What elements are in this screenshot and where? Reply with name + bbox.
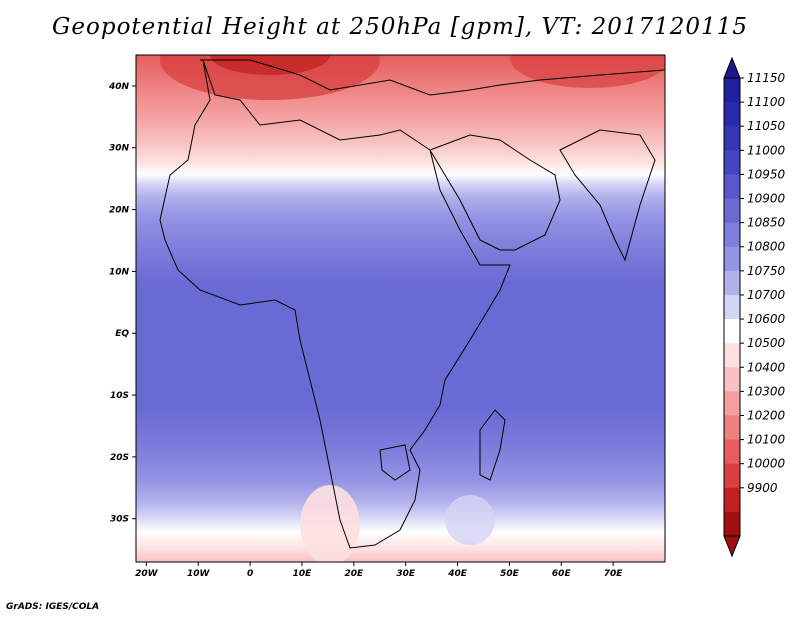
colorbar-label: 10750 — [747, 264, 786, 278]
colorbar-label: 11050 — [747, 119, 786, 133]
colorbar-segment — [724, 343, 740, 368]
x-tick-label: 10W — [187, 569, 211, 579]
y-tick-label: 10N — [109, 267, 130, 277]
colorbar-segment — [724, 487, 740, 513]
chart-title: Geopotential Height at 250hPa [gpm], VT:… — [52, 14, 748, 40]
colorbar-label: 10100 — [747, 433, 786, 447]
colorbar-label: 10800 — [747, 240, 786, 254]
coastlines — [159, 59, 665, 549]
colorbar-segment — [724, 294, 740, 320]
height-field — [136, 55, 665, 562]
credit-text: GrADS: IGES/COLA — [6, 602, 100, 612]
x-tick-label: 30E — [396, 569, 416, 579]
colorbar-segment — [724, 174, 740, 200]
colorbar-frame — [723, 77, 741, 537]
plot-frame — [135, 54, 666, 563]
colorbar-segment — [724, 415, 740, 441]
colorbar-label: 9900 — [747, 481, 778, 495]
colorbar-segment — [724, 270, 740, 296]
colorbar-top-arrow — [723, 56, 741, 79]
colorbar-label: 11000 — [747, 143, 786, 157]
colorbar-label: 10850 — [747, 216, 786, 230]
x-tick-label: 60E — [552, 569, 572, 579]
y-axis: 40N 30N 20N 10N EQ 10S 20S 30S — [108, 82, 136, 525]
colorbar-label: 10600 — [747, 312, 786, 326]
x-tick-label: 20W — [135, 569, 159, 579]
colorbar-segment — [724, 78, 740, 103]
colorbar-segment — [724, 222, 740, 248]
y-tick-label: 20S — [110, 453, 129, 463]
colorbar-segment — [724, 319, 740, 344]
colorbar-segment — [724, 246, 740, 272]
x-tick-label: 70E — [604, 569, 624, 579]
colorbar-label: 10400 — [747, 360, 786, 374]
colorbar-bottom-arrow — [723, 535, 741, 558]
colorbar: 11150 11100 11050 11000 10950 10900 10850 10800… — [723, 56, 786, 558]
x-tick-label: 10E — [293, 569, 313, 579]
y-tick-label: 20N — [109, 206, 130, 216]
colorbar-label: 10950 — [747, 167, 786, 181]
colorbar-segment — [724, 391, 740, 416]
colorbar-label: 10000 — [747, 457, 786, 471]
colorbar-segment — [724, 102, 740, 127]
x-tick-label: 40E — [447, 569, 468, 579]
y-tick-label: 10S — [110, 391, 129, 401]
colorbar-segment — [724, 367, 740, 392]
x-tick-label: 0 — [247, 569, 253, 579]
colorbar-label: 11100 — [747, 95, 786, 109]
colorbar-label: 10900 — [747, 192, 786, 206]
x-axis: 20W 10W 0 10E 20E 30E 40E 50E 60E 70E — [135, 562, 623, 579]
colorbar-segment — [724, 439, 740, 465]
colorbar-segment — [724, 198, 740, 224]
y-tick-label: 30N — [109, 144, 130, 154]
y-tick-label: EQ — [115, 329, 129, 339]
y-tick-label: 40N — [108, 82, 130, 92]
colorbar-label: 10700 — [747, 288, 786, 302]
colorbar-label: 11150 — [747, 71, 786, 85]
colorbar-segment — [724, 150, 740, 175]
colorbar-label: 10500 — [747, 336, 786, 350]
colorbar-label: 10200 — [747, 408, 786, 422]
x-tick-label: 20E — [344, 569, 364, 579]
colorbar-segment — [724, 511, 740, 537]
colorbar-segment — [724, 463, 740, 489]
colorbar-label: 10300 — [747, 384, 786, 398]
colorbar-segment — [724, 126, 740, 151]
y-tick-label: 30S — [110, 515, 129, 525]
x-tick-label: 50E — [500, 569, 520, 579]
